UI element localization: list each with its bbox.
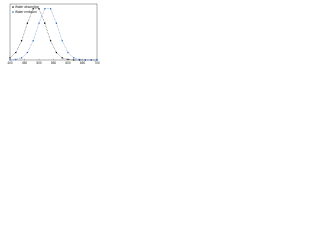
legend-label: Water emission [15, 10, 37, 14]
point [20, 57, 23, 59]
point [84, 59, 87, 61]
point [38, 22, 40, 24]
chart: 400 450 500 550 600 650 700 Water absorptionWat… [7, 3, 100, 65]
point [67, 58, 69, 61]
x-tick-label: 500 [36, 61, 42, 65]
point [38, 8, 40, 10]
point [49, 40, 52, 42]
point [32, 40, 34, 42]
legend-label: Water absorption [15, 5, 39, 9]
x-tick-label: 700 [94, 61, 100, 65]
point [61, 40, 63, 42]
legend-marker [12, 11, 14, 13]
series-line [9, 8, 97, 61]
point [55, 22, 58, 24]
point [73, 57, 75, 59]
point [61, 57, 63, 59]
x-tick-label: 650 [80, 61, 86, 65]
point [26, 22, 29, 24]
point [15, 51, 17, 54]
point [15, 58, 17, 61]
x-tick-label: 600 [65, 61, 71, 65]
point [44, 8, 46, 10]
point [9, 57, 11, 59]
series-line [9, 8, 97, 61]
point [96, 59, 98, 61]
point [26, 51, 29, 54]
x-tick-label: 450 [22, 61, 28, 65]
point [32, 8, 34, 10]
point [55, 51, 58, 54]
point [67, 51, 69, 54]
point [73, 59, 75, 61]
point [9, 59, 11, 61]
point [49, 8, 52, 10]
point [20, 40, 23, 42]
x-tick-label: 550 [51, 61, 57, 65]
point [44, 22, 46, 24]
x-tick-label: 400 [7, 61, 13, 65]
legend-marker [12, 6, 14, 8]
point [90, 59, 92, 61]
point [78, 58, 81, 61]
